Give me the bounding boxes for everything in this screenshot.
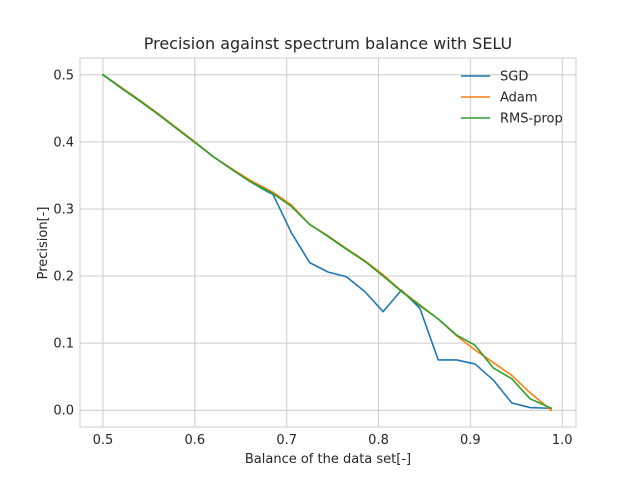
y-tick-label: 0.0 — [53, 404, 74, 419]
x-tick-label: 0.5 — [93, 433, 114, 448]
legend-label: Adam — [500, 91, 538, 106]
x-tick-label: 0.8 — [368, 433, 389, 448]
y-tick-label: 0.1 — [53, 337, 74, 352]
y-tick-label: 0.4 — [53, 135, 74, 150]
plot-frame — [79, 57, 577, 428]
x-axis-ticks: 0.5 0.6 0.7 0.8 0.9 1.0 — [93, 433, 573, 448]
legend-label: RMS-prop — [500, 112, 563, 127]
y-axis-label: Precision[-] — [36, 207, 51, 280]
x-tick-label: 1.0 — [552, 433, 573, 448]
series-lines — [101, 73, 553, 412]
x-axis-label: Balance of the data set[-] — [245, 452, 411, 467]
x-tick-label: 0.9 — [460, 433, 481, 448]
y-tick-label: 0.5 — [53, 68, 74, 83]
chart-title: Precision against spectrum balance with … — [144, 34, 513, 53]
legend-label: SGD — [500, 70, 528, 85]
y-axis-ticks: 0.0 0.1 0.2 0.3 0.4 0.5 — [53, 68, 74, 418]
plot-area — [80, 58, 576, 427]
grid-lines — [80, 58, 576, 427]
x-tick-label: 0.6 — [184, 433, 205, 448]
x-tick-label: 0.7 — [276, 433, 297, 448]
y-tick-label: 0.3 — [53, 202, 74, 217]
y-tick-label: 0.2 — [53, 270, 74, 285]
legend: SGD Adam RMS-prop — [461, 70, 563, 127]
series-line-rms-prop — [101, 73, 553, 410]
